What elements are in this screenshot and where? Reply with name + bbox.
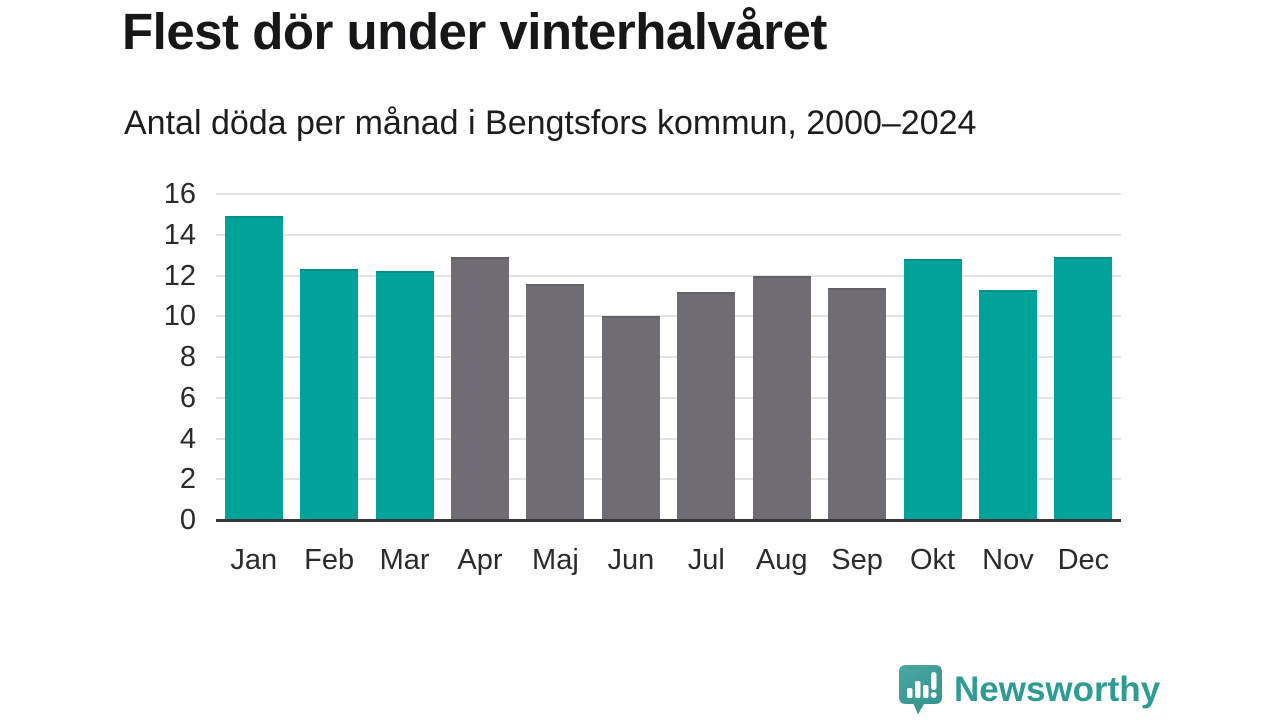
bars-row — [216, 194, 1121, 520]
y-axis: 0 2 4 6 8 10 12 14 16 — [0, 179, 196, 535]
bar-aug — [752, 275, 811, 520]
bar-jan — [224, 216, 283, 520]
bar-feb — [300, 269, 359, 520]
gridline-10 — [216, 315, 1121, 318]
bar-slot-dec — [1046, 194, 1121, 520]
bar-slot-nov — [970, 194, 1045, 520]
chart-title: Flest dör under vinterhalvåret — [122, 3, 827, 60]
mini-bar-3 — [923, 685, 929, 698]
x-axis-labels: Jan Feb Mar Apr Maj Jun Jul Aug Sep Okt Nov Dec — [216, 535, 1121, 585]
bar-sep — [828, 287, 887, 520]
bar-mar — [375, 271, 434, 520]
y-tick-label-14: 14 — [163, 218, 196, 251]
plot-area — [216, 193, 1121, 522]
bar-slot-jan — [216, 194, 291, 520]
x-tick-label-nov: Nov — [982, 544, 1034, 576]
gridline-4 — [216, 437, 1121, 440]
y-tick-label-0: 0 — [179, 504, 196, 536]
bar-jul — [677, 291, 736, 520]
newsworthy-speech-bubble-icon — [899, 665, 942, 715]
x-tick-label-sep: Sep — [831, 544, 883, 576]
bar-slot-mar — [367, 194, 442, 520]
y-tick-label-16: 16 — [163, 178, 196, 210]
x-tick-label-jul: Jul — [687, 544, 725, 576]
bar-okt — [903, 259, 962, 520]
bar-maj — [526, 283, 585, 520]
bar-slot-okt — [895, 194, 970, 520]
newsworthy-logo: Newsworthy — [898, 664, 1160, 716]
exclamation-stem — [931, 672, 937, 690]
bar-nov — [978, 289, 1037, 520]
y-tick-label-10: 10 — [163, 300, 196, 333]
bar-slot-jul — [669, 194, 744, 520]
x-tick-label-maj: Maj — [532, 544, 579, 576]
bar-slot-feb — [291, 194, 366, 520]
y-tick-label-8: 8 — [179, 341, 196, 373]
x-tick-label-jan: Jan — [230, 544, 278, 576]
bar-slot-sep — [819, 194, 894, 520]
bar-slot-maj — [518, 194, 593, 520]
bar-slot-jun — [593, 194, 668, 520]
bar-slot-apr — [442, 194, 517, 520]
bar-slot-aug — [744, 194, 819, 520]
gridline-12 — [216, 274, 1121, 277]
mini-bar-2 — [915, 681, 921, 698]
x-tick-label-jun: Jun — [607, 544, 655, 576]
y-tick-label-2: 2 — [179, 463, 196, 496]
bar-jun — [601, 316, 660, 520]
x-tick-label-aug: Aug — [755, 544, 808, 576]
y-tick-label-12: 12 — [163, 259, 196, 292]
chart-subtitle: Antal döda per månad i Bengtsfors kommun… — [124, 104, 977, 142]
y-tick-label-4: 4 — [179, 422, 196, 455]
gridline-14 — [216, 233, 1121, 236]
gridline-2 — [216, 478, 1121, 481]
y-tick-label-6: 6 — [179, 381, 196, 414]
gridline-16 — [216, 193, 1121, 195]
x-tick-label-mar: Mar — [379, 544, 430, 576]
x-tick-label-dec: Dec — [1057, 544, 1110, 576]
newsworthy-logo-text: Newsworthy — [954, 670, 1161, 709]
bar-apr — [450, 257, 509, 520]
gridline-6 — [216, 396, 1121, 399]
gridline-8 — [216, 356, 1121, 358]
x-axis-line — [216, 519, 1121, 522]
bar-dec — [1054, 257, 1113, 520]
x-tick-label-okt: Okt — [909, 544, 956, 576]
mini-bar-1 — [907, 688, 913, 698]
x-tick-label-apr: Apr — [457, 544, 503, 576]
exclamation-dot — [930, 692, 937, 698]
x-tick-label-feb: Feb — [304, 544, 355, 576]
